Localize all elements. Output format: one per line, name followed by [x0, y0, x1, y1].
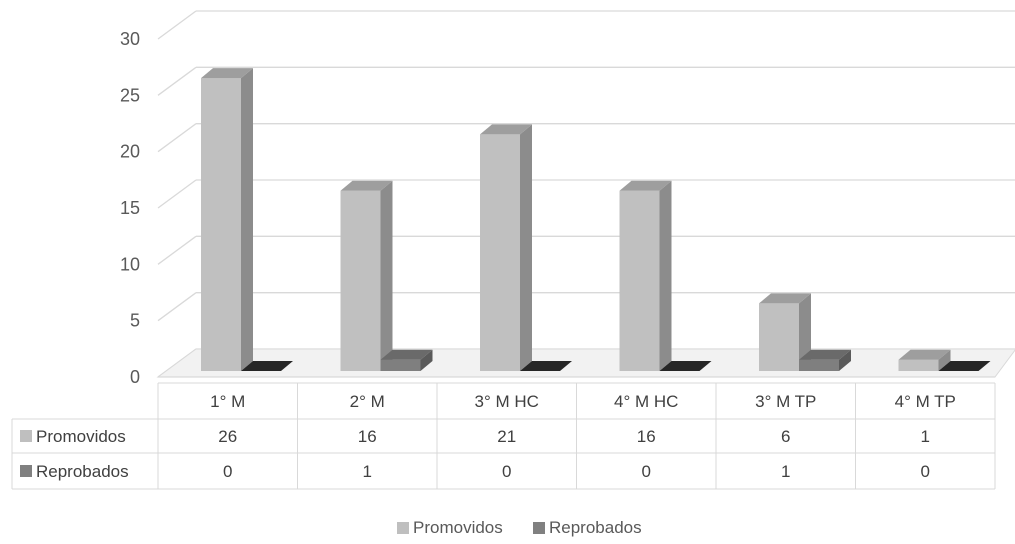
- bar-top: [938, 361, 991, 371]
- category-label-4-m-hc: 4° M HC: [614, 392, 678, 411]
- bar-side: [839, 349, 851, 371]
- bar-reprobados-4-m-tp: [938, 361, 991, 371]
- legend-key-reprobados: [533, 522, 545, 534]
- table-legend-key-promovidos: [20, 430, 32, 442]
- side-gridline-5: [157, 292, 197, 322]
- bar-top: [799, 349, 851, 360]
- bar-top: [619, 180, 672, 191]
- side-gridline-10: [157, 235, 197, 265]
- bar-promovidos-4-m-hc: [619, 180, 672, 371]
- bar-top: [201, 68, 253, 79]
- data-label-promovidos-4-m-tp: 1: [921, 427, 930, 446]
- legend-key-promovidos: [397, 522, 409, 534]
- side-gridline-30: [157, 10, 197, 40]
- data-label-promovidos-2-m: 16: [358, 427, 377, 446]
- y-axis: 0 5 10 15 20 25 30: [120, 29, 140, 387]
- bar-top: [898, 349, 951, 360]
- side-gridline-20: [157, 123, 197, 153]
- bar-top: [520, 361, 572, 371]
- table-series-name-promovidos: Promovidos: [36, 427, 126, 446]
- bar-front: [480, 134, 520, 371]
- legend-item-promovidos: Promovidos: [413, 518, 503, 537]
- category-label-4-m-tp: 4° M TP: [895, 392, 956, 411]
- bar-side: [241, 68, 253, 372]
- bar-front: [340, 190, 381, 371]
- plot-area: [201, 68, 991, 372]
- bar-top: [340, 180, 393, 191]
- bar-front: [799, 359, 839, 371]
- bar-promovidos-3-m-tp: [759, 293, 811, 371]
- y-tick-label: 25: [120, 85, 140, 105]
- bar-side: [520, 124, 532, 372]
- bar-side: [380, 180, 393, 371]
- bar-reprobados-2-m: [380, 349, 433, 371]
- y-tick-label: 20: [120, 142, 140, 162]
- bar-promovidos-3-m-hc: [480, 124, 532, 372]
- side-gridline-25: [157, 66, 197, 96]
- y-tick-label: 10: [120, 254, 140, 274]
- bar-reprobados-1-m: [241, 361, 293, 371]
- bar-top: [480, 124, 532, 135]
- y-tick-label: 30: [120, 29, 140, 49]
- data-label-promovidos-1-m: 26: [218, 427, 237, 446]
- bar-top: [759, 293, 811, 304]
- data-label-reprobados-1-m: 0: [223, 462, 232, 481]
- bar-side: [420, 349, 433, 371]
- bar-side: [938, 349, 951, 371]
- y-tick-label: 5: [130, 311, 140, 331]
- category-label-3-m-tp: 3° M TP: [755, 392, 816, 411]
- y-tick-label: 0: [130, 367, 140, 387]
- bar-front: [380, 359, 421, 371]
- bar-promovidos-1-m: [201, 68, 253, 372]
- bar-front: [619, 190, 660, 371]
- bar-reprobados-3-m-hc: [520, 361, 572, 371]
- bar-front: [759, 303, 799, 371]
- data-label-reprobados-3-m-tp: 1: [781, 462, 790, 481]
- bar-top: [380, 349, 433, 360]
- data-label-reprobados-4-m-hc: 0: [642, 462, 651, 481]
- data-label-promovidos-3-m-tp: 6: [781, 427, 790, 446]
- gridlines: [157, 10, 1015, 378]
- category-label-2-m: 2° M: [350, 392, 385, 411]
- bar-reprobados-3-m-tp: [799, 349, 851, 371]
- legend: Promovidos Reprobados: [397, 518, 642, 537]
- category-label-1-m: 1° M: [210, 392, 245, 411]
- data-label-reprobados-2-m: 1: [363, 462, 372, 481]
- bar-side: [659, 180, 672, 371]
- bar-promovidos-4-m-tp: [898, 349, 951, 371]
- data-label-promovidos-4-m-hc: 16: [637, 427, 656, 446]
- side-gridline-15: [157, 179, 197, 209]
- table-legend-key-reprobados: [20, 465, 32, 477]
- y-tick-label: 15: [120, 198, 140, 218]
- bar-side: [799, 293, 811, 371]
- bar-top: [241, 361, 293, 371]
- data-label-reprobados-3-m-hc: 0: [502, 462, 511, 481]
- data-label-promovidos-3-m-hc: 21: [497, 427, 516, 446]
- bar-top: [659, 361, 712, 371]
- bar-promovidos-2-m: [340, 180, 393, 371]
- legend-item-reprobados: Reprobados: [549, 518, 642, 537]
- table-series-name-reprobados: Reprobados: [36, 462, 129, 481]
- bar-reprobados-4-m-hc: [659, 361, 712, 371]
- data-label-reprobados-4-m-tp: 0: [921, 462, 930, 481]
- data-table: 1° M 2° M 3° M HC 4° M HC 3° M TP 4° M TP Prom…: [11, 382, 996, 490]
- bar-front: [898, 359, 939, 371]
- category-label-3-m-hc: 3° M HC: [475, 392, 539, 411]
- bar-front: [201, 78, 241, 372]
